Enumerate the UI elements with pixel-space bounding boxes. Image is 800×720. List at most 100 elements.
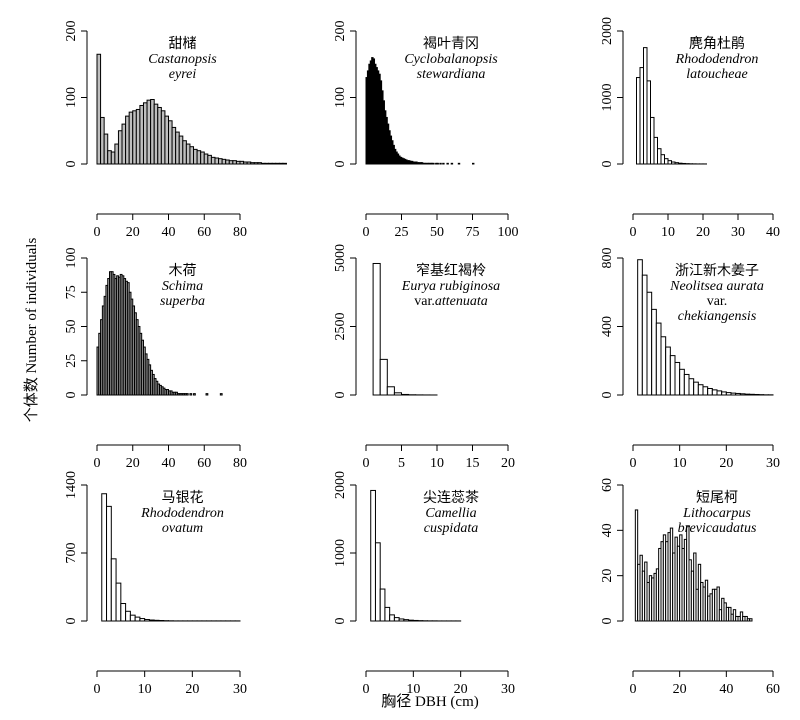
- histogram-bar: [103, 133, 109, 165]
- y-tick-label: 0: [333, 392, 348, 399]
- x-tick-label: 0: [94, 682, 101, 697]
- x-tick-label: 0: [363, 682, 370, 697]
- histogram-bar: [646, 80, 651, 165]
- histogram-bar: [442, 162, 445, 165]
- y-tick-label: 0: [333, 618, 348, 625]
- histogram-bar: [168, 120, 173, 165]
- histogram-bar: [150, 98, 155, 165]
- histogram-bar: [398, 618, 405, 622]
- y-tick-label: 20: [600, 569, 615, 583]
- histogram-panel: 0 1000 2000 0 10 20 30 40 麂角杜鹃Rhododendronlatouc…: [600, 17, 780, 240]
- histogram-bar: [641, 274, 648, 396]
- y-tick-label: 100: [64, 87, 79, 108]
- x-tick-label: 75: [466, 225, 480, 240]
- histogram-bar: [129, 614, 136, 622]
- species-name-latin: Rhododendron: [140, 506, 224, 521]
- histogram-bar: [379, 358, 388, 396]
- histogram-bar: [110, 151, 116, 165]
- histogram-bar: [210, 156, 216, 165]
- histogram-bar: [374, 542, 381, 622]
- x-tick-label: 10: [430, 456, 444, 471]
- histogram-bar: [250, 162, 255, 165]
- histogram-bar: [120, 603, 127, 622]
- species-name-latin: var.attenuata: [414, 294, 488, 309]
- y-tick-label: 60: [600, 478, 615, 492]
- histogram-bar: [257, 162, 262, 165]
- histogram-bar: [139, 104, 144, 165]
- y-tick-label: 0: [64, 392, 79, 399]
- histogram-bar: [193, 393, 196, 396]
- histogram-bar: [657, 148, 662, 165]
- histogram-bar: [275, 162, 280, 165]
- histogram-bar: [681, 162, 686, 165]
- histogram-bar: [110, 558, 117, 622]
- x-tick-label: 30: [233, 682, 247, 697]
- histogram-bar: [205, 393, 209, 396]
- histogram-bar: [278, 162, 284, 165]
- histogram-bar: [386, 386, 395, 396]
- histogram-bar: [439, 162, 442, 165]
- x-tick-label: 80: [233, 456, 247, 471]
- histogram-bar: [178, 135, 184, 165]
- histogram-bar: [401, 393, 410, 396]
- histogram-bar: [472, 162, 475, 165]
- y-tick-label: 0: [333, 161, 348, 168]
- histogram-bar: [450, 162, 454, 165]
- histogram-bar: [96, 53, 102, 165]
- histogram-bar: [164, 115, 170, 165]
- x-tick-label: 20: [501, 456, 515, 471]
- species-name-latin: brevicaudatus: [678, 521, 757, 536]
- species-name-latin: Camellia: [425, 506, 476, 521]
- histogram-bar: [664, 158, 669, 165]
- histogram-bar: [646, 291, 653, 396]
- histogram-bar: [660, 154, 665, 165]
- species-name-chinese: 木荷: [169, 263, 197, 279]
- species-name-latin: Rhododendron: [675, 52, 759, 67]
- histogram-bar: [260, 162, 266, 165]
- histogram-bar: [125, 115, 130, 165]
- species-name-latin: var.: [707, 294, 728, 309]
- histogram-bar: [132, 110, 137, 165]
- histogram-bar: [189, 146, 195, 165]
- y-tick-label: 1000: [333, 539, 348, 567]
- histogram-bar: [243, 161, 248, 165]
- y-tick-label: 700: [64, 543, 79, 564]
- histogram-bar: [218, 158, 223, 165]
- y-tick-label: 50: [64, 320, 79, 334]
- histogram-bar: [678, 162, 683, 165]
- x-tick-label: 80: [233, 225, 247, 240]
- histogram-bar: [225, 159, 230, 165]
- histogram-bar: [744, 393, 751, 396]
- histogram-bar: [660, 336, 667, 396]
- y-tick-label: 2000: [333, 471, 348, 499]
- x-tick-label: 0: [94, 225, 101, 240]
- y-tick-label: 200: [64, 21, 79, 42]
- x-tick-label: 40: [162, 225, 176, 240]
- species-name-latin: eyrei: [169, 67, 197, 82]
- histogram-bar: [735, 392, 741, 396]
- x-tick-label: 40: [719, 682, 733, 697]
- histogram-bar: [196, 150, 202, 165]
- y-tick-label: 100: [333, 87, 348, 108]
- histogram-bar: [693, 381, 699, 396]
- x-tick-label: 40: [162, 456, 176, 471]
- x-tick-label: 20: [719, 456, 733, 471]
- histogram-bar: [655, 322, 662, 396]
- histogram-bar: [683, 373, 690, 396]
- histogram-bar: [393, 617, 400, 622]
- x-tick-label: 30: [501, 682, 515, 697]
- histogram-bar: [408, 619, 414, 622]
- histogram-bar: [457, 162, 461, 165]
- x-tick-label: 60: [766, 682, 780, 697]
- y-tick-label: 0: [600, 392, 615, 399]
- histogram-bar: [436, 162, 439, 165]
- histogram-bar: [219, 393, 223, 396]
- histogram-bar: [282, 162, 287, 165]
- x-tick-label: 30: [731, 225, 745, 240]
- histogram-bar: [650, 116, 655, 165]
